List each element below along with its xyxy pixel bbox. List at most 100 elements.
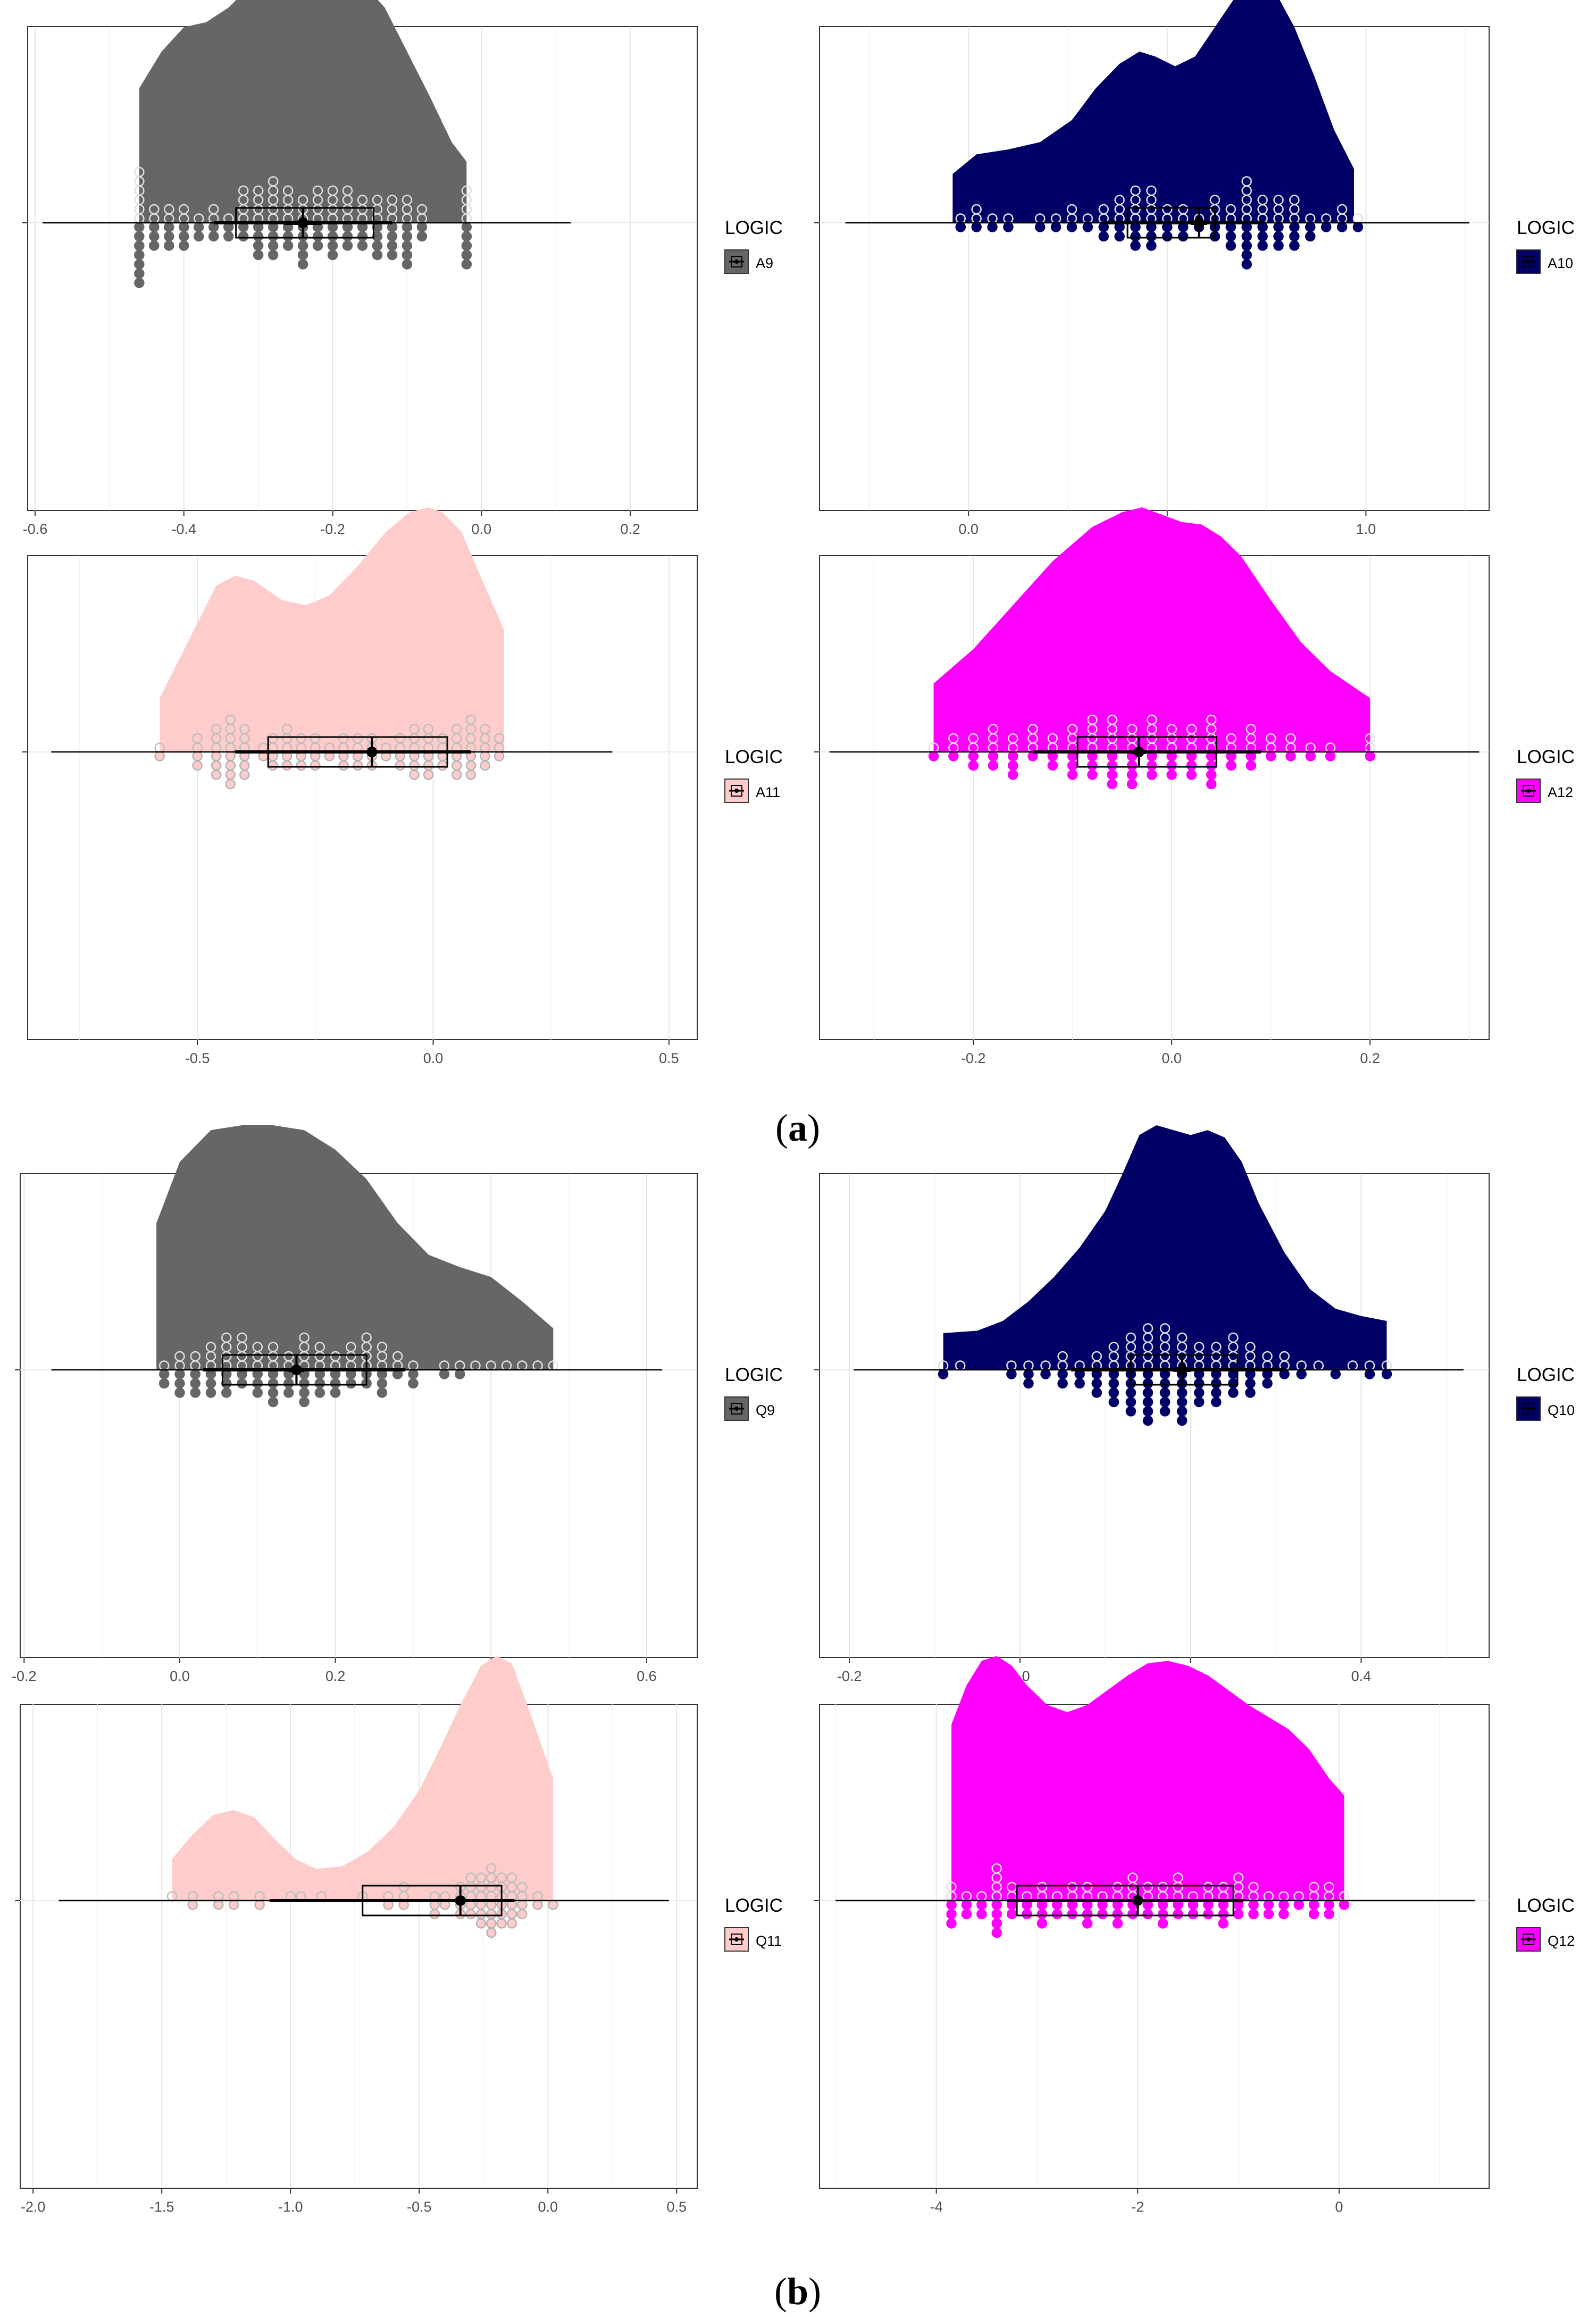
data-point [1162, 204, 1173, 215]
legend-key-box [1523, 1403, 1534, 1415]
data-point [1147, 714, 1157, 725]
data-point [1176, 1387, 1188, 1398]
data-point [1166, 769, 1177, 780]
data-point [134, 259, 145, 270]
data-point [976, 1899, 987, 1910]
data-point [1142, 1406, 1154, 1417]
data-point [372, 249, 383, 261]
data-point [1308, 1899, 1319, 1910]
data-point [1193, 1396, 1205, 1408]
data-point [1037, 1918, 1048, 1929]
data-point [239, 724, 250, 734]
legend-label: Q12 [1548, 1933, 1575, 1949]
data-point [506, 1872, 517, 1883]
data-point [1066, 204, 1077, 215]
data-point [1176, 1332, 1188, 1343]
data-point [1082, 1909, 1093, 1920]
mean-point [1133, 747, 1144, 757]
x-tick-label: 0 [1335, 2199, 1343, 2215]
data-point [1091, 1351, 1102, 1362]
data-point [1228, 1387, 1239, 1398]
data-point [297, 195, 308, 205]
data-point [1047, 760, 1058, 771]
data-point [338, 760, 349, 771]
data-point [253, 231, 264, 242]
legend-key-box [731, 785, 742, 797]
data-point [158, 1378, 170, 1389]
data-point [1245, 1387, 1256, 1398]
data-point [164, 204, 174, 215]
data-point [423, 760, 434, 771]
chart-a11: -0.5 0.0 0.5 LOGIC A11 [22, 507, 783, 1066]
data-point [1296, 1369, 1307, 1379]
data-point [452, 760, 462, 771]
data-point [387, 231, 398, 242]
data-point [961, 1899, 972, 1910]
data-point [190, 1387, 200, 1398]
data-point [398, 1881, 409, 1893]
data-point [1324, 1899, 1334, 1910]
data-point [1087, 760, 1098, 771]
chart-a9: -0.6 -0.4 -0.2 0.0 0.2 LOGIC A9 [22, 0, 783, 537]
x-tick-label: -0.2 [12, 1668, 37, 1684]
data-point [1265, 733, 1276, 744]
data-point [1186, 769, 1197, 780]
data-point [1142, 1387, 1154, 1398]
data-point [154, 751, 165, 761]
data-point [225, 779, 236, 790]
data-point [1364, 1369, 1375, 1379]
data-point [1166, 724, 1177, 734]
data-point [1257, 240, 1268, 251]
data-point [253, 240, 264, 251]
data-point [1225, 204, 1236, 215]
data-point [297, 240, 308, 251]
data-point [1308, 1881, 1319, 1893]
data-point [342, 185, 353, 196]
data-point [548, 1899, 558, 1910]
legend-key-box [1523, 785, 1534, 797]
legend-title: LOGIC [725, 747, 783, 767]
data-point [1324, 1909, 1334, 1920]
data-point [327, 240, 338, 251]
data-point [1098, 231, 1109, 242]
data-point [1173, 1872, 1183, 1883]
legend-key-box [731, 1934, 742, 1945]
data-point [1273, 222, 1284, 232]
data-point [991, 1899, 1002, 1910]
data-point [1107, 769, 1117, 780]
data-point [1263, 1909, 1274, 1920]
data-point [1248, 1899, 1259, 1910]
data-point [299, 1378, 310, 1389]
legend-title: LOGIC [1517, 1365, 1575, 1385]
data-point [330, 1351, 341, 1362]
legend-key-swatch [1516, 1927, 1541, 1952]
data-point [377, 1378, 388, 1389]
data-point [1352, 222, 1364, 232]
data-point [149, 204, 160, 215]
data-point [1037, 1909, 1048, 1920]
data-point [423, 769, 434, 780]
data-point [327, 185, 338, 196]
panels: -0.6 -0.4 -0.2 0.0 0.2 LOGIC A9 0.0 0.5 1.0 LOGIC A… [12, 0, 1575, 2215]
data-point [1279, 1351, 1290, 1362]
data-point [1330, 1369, 1341, 1379]
data-point [395, 733, 406, 744]
legend-key-point [734, 260, 739, 264]
data-point [164, 222, 174, 232]
data-point [134, 278, 145, 288]
x-tick-label: -0.2 [961, 1050, 986, 1066]
x-tick-label: -0.2 [837, 1668, 862, 1684]
density-cloud [943, 1125, 1387, 1370]
data-point [299, 1387, 310, 1398]
data-point [253, 185, 264, 196]
data-point [1147, 760, 1157, 771]
legend-key [724, 1396, 749, 1421]
data-point [252, 1342, 263, 1352]
data-point [1125, 1396, 1137, 1408]
data-point [1336, 204, 1348, 215]
data-point [461, 249, 472, 261]
data-point [1241, 176, 1252, 187]
data-point [1112, 1909, 1123, 1920]
data-point [1108, 1387, 1119, 1398]
x-tick-label: -0.2 [320, 521, 345, 537]
